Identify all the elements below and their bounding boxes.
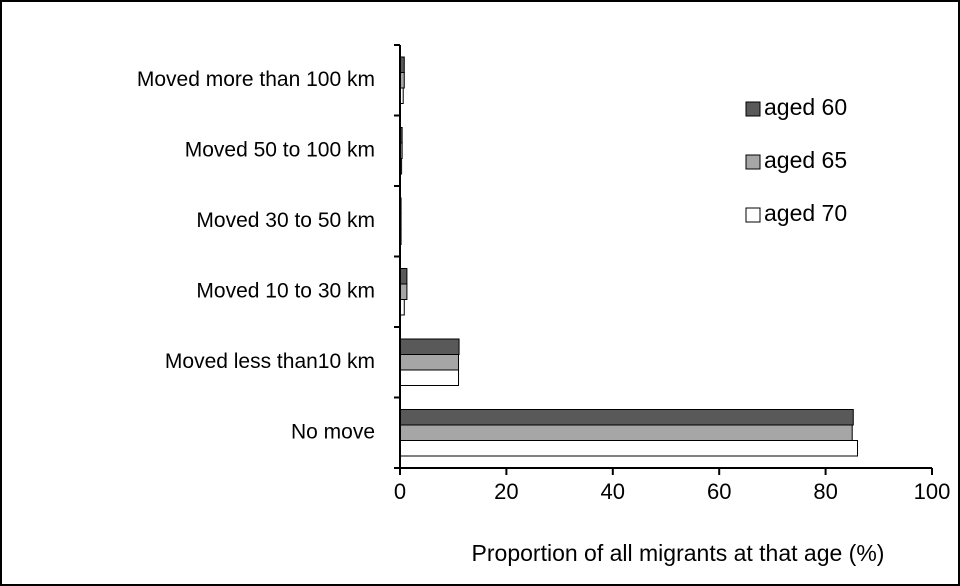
legend-swatch xyxy=(745,154,761,170)
bar xyxy=(399,338,460,355)
bar xyxy=(399,409,854,426)
legend-label: aged 60 xyxy=(764,94,847,120)
x-tick-label: 0 xyxy=(394,479,406,504)
bar xyxy=(399,283,408,300)
x-tick-label: 80 xyxy=(813,479,837,504)
x-tick-label: 60 xyxy=(707,479,731,504)
x-tick-label: 40 xyxy=(601,479,625,504)
bar xyxy=(399,424,853,441)
legend-label: aged 70 xyxy=(764,200,847,226)
y-tick-label: No move xyxy=(291,420,375,443)
legend-swatch xyxy=(745,207,761,223)
y-tick-label: Moved 10 to 30 km xyxy=(196,279,375,302)
y-tick-label: Moved 30 to 50 km xyxy=(196,209,375,232)
x-axis-title: Proportion of all migrants at that age (… xyxy=(472,540,885,566)
bar xyxy=(399,440,859,457)
x-tick-label: 20 xyxy=(494,479,518,504)
y-tick-label: Moved more than 100 km xyxy=(137,68,375,91)
legend-label: aged 65 xyxy=(764,147,847,173)
x-tick-label: 100 xyxy=(914,479,951,504)
bar xyxy=(399,268,408,285)
bar xyxy=(399,354,460,371)
bar xyxy=(399,369,460,386)
y-tick-label: Moved less than10 km xyxy=(165,350,375,373)
y-tick-label: Moved 50 to 100 km xyxy=(185,138,375,161)
legend-swatch xyxy=(745,101,761,117)
